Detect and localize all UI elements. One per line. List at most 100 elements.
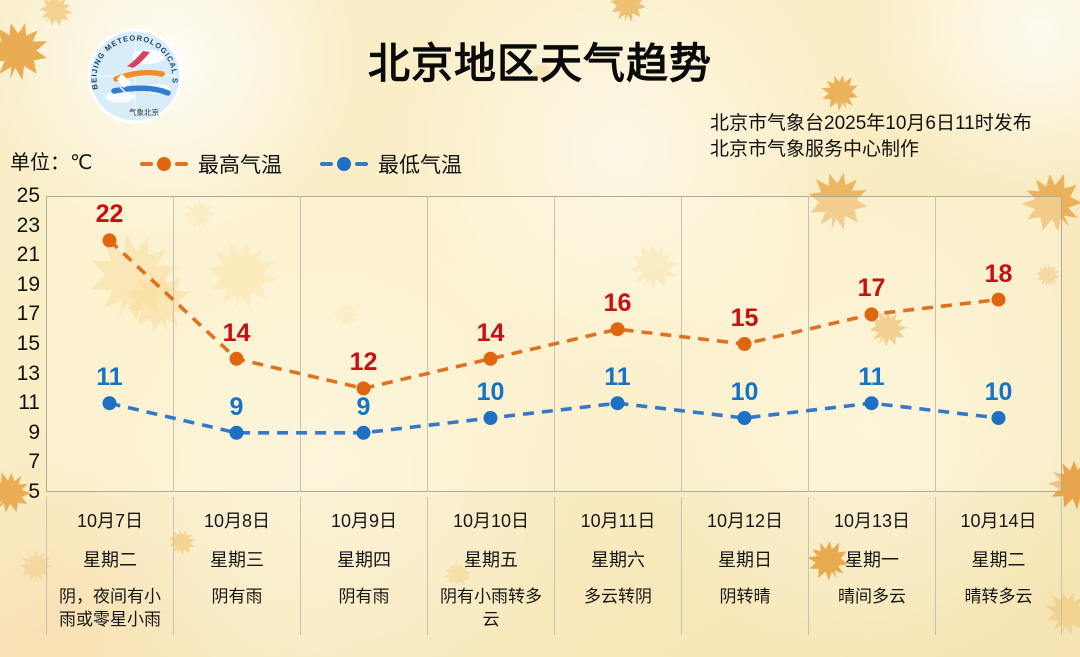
legend-item-low: 最低气温: [320, 149, 462, 179]
weekday-label: 星期六: [591, 550, 645, 570]
weather-label: 阴，夜间有小雨或零星小雨: [59, 587, 161, 629]
low-temp-marker: [229, 425, 244, 440]
high-temp-line: [108, 239, 999, 391]
y-tick-7: 7: [28, 450, 40, 474]
issue-info: 北京市气象台2025年10月6日11时发布 北京市气象服务中心制作: [710, 111, 1032, 163]
logo-blue-swoosh: [111, 85, 171, 96]
date-label: 10月9日: [330, 511, 398, 531]
weekday-label: 星期四: [337, 550, 391, 570]
low-temp-value: 9: [229, 392, 244, 421]
high-temp-value: 17: [857, 274, 886, 303]
unit-label: 单位：℃: [10, 152, 93, 174]
weekday-label: 星期五: [464, 550, 518, 570]
day-column-5: 10月11日 星期六多云转阴: [554, 497, 681, 635]
high-temp-value: 14: [222, 318, 251, 347]
low-temp-value: 11: [96, 363, 123, 392]
day-column-7: 10月13日 星期一晴间多云: [808, 497, 935, 635]
weather-label: 晴转多云: [964, 587, 1033, 606]
weekday-label: 星期日: [718, 550, 772, 570]
weather-label: 阴有雨: [338, 587, 390, 606]
date-label: 10月11日: [580, 511, 656, 531]
day-column-6: 10月12日 星期日阴转晴: [681, 497, 808, 635]
vertical-gridline: [681, 196, 682, 492]
vertical-gridline: [427, 196, 428, 492]
high-temp-marker: [483, 351, 498, 366]
logo-shuttlecock: [117, 73, 132, 94]
weather-label: 多云转阴: [584, 587, 652, 606]
vertical-gridline: [173, 196, 174, 492]
page-title: 北京地区天气趋势: [367, 40, 712, 87]
high-temp-marker: [356, 381, 371, 396]
high-temp-value: 16: [603, 289, 632, 318]
low-temp-value: 10: [984, 378, 1013, 406]
day-column-8: 10月14日 星期二 晴转多云: [935, 497, 1062, 635]
weather-label: 晴间多云: [838, 587, 906, 606]
weather-label: 阴有雨: [211, 587, 263, 606]
day-column-3: 10月9日星期四阴有雨: [300, 497, 427, 635]
vertical-gridline: [300, 196, 301, 492]
weekday-label: 星期二: [83, 550, 137, 570]
y-tick-13: 13: [16, 361, 40, 385]
high-temp-value: 12: [349, 348, 378, 377]
legend-label-low: 最低气温: [378, 154, 462, 177]
weekday-label: 星期一: [845, 550, 899, 570]
low-temp-marker: [737, 411, 752, 425]
meteorological-service-logo: BEIJING METEOROLOGICAL SERVICE 气象北京: [86, 27, 183, 124]
high-temp-marker: [102, 233, 117, 248]
y-tick-15: 15: [16, 332, 40, 355]
high-temp-value: 18: [984, 259, 1013, 288]
weather-label: 阴转晴: [719, 587, 771, 606]
y-tick-11: 11: [18, 391, 40, 415]
logo-bottom-text: 气象北京: [129, 107, 159, 117]
low-temp-marker: [991, 411, 1006, 425]
date-label: 10月12日: [706, 511, 784, 531]
day-column-1: 10月7日星期二阴，夜间有小雨或零星小雨: [46, 497, 173, 635]
high-temp-marker: [737, 337, 752, 351]
date-label: 10月8日: [203, 511, 271, 531]
y-tick-21: 21: [16, 243, 40, 267]
low-temp-marker: [610, 396, 625, 411]
date-label: 10月13日: [833, 511, 911, 531]
y-tick-5: 5: [28, 480, 40, 503]
logo-red-swoosh: [127, 51, 150, 68]
y-tick-23: 23: [16, 213, 40, 237]
weekday-label: 星期三: [210, 550, 264, 570]
issue-line-1: 北京市气象台2025年10月6日11时发布: [710, 113, 1032, 134]
issue-line-2: 北京市气象服务中心制作: [710, 139, 920, 161]
high-temp-value: 14: [476, 318, 505, 347]
legend-label-high: 最高气温: [198, 154, 282, 177]
high-temp-value: 15: [730, 304, 759, 332]
y-tick-17: 17: [16, 302, 40, 326]
high-temp-value: 22: [95, 200, 124, 229]
low-temp-line: [109, 401, 999, 435]
low-temp-marker: [356, 425, 371, 440]
y-tick-25: 25: [16, 184, 40, 207]
date-label: 10月14日: [960, 511, 1037, 531]
legend-item-high: 最高气温: [140, 149, 282, 179]
chart-legend: 最高气温 最低气温: [140, 149, 462, 179]
low-temp-marker: [864, 396, 879, 411]
high-temp-marker: [864, 307, 879, 322]
temperature-series-plot: [102, 233, 1006, 440]
low-temp-value: 11: [858, 363, 885, 392]
weather-label: 阴有小雨转多云: [440, 587, 542, 629]
y-tick-9: 9: [28, 420, 40, 444]
high-temp-line-swatch: [140, 157, 188, 171]
low-temp-value: 9: [356, 392, 371, 421]
low-temp-value: 10: [730, 378, 759, 406]
low-temp-marker: [102, 396, 117, 411]
low-temp-value: 11: [604, 363, 631, 392]
vertical-gridline: [935, 196, 936, 492]
low-temp-value: 10: [476, 378, 505, 406]
low-temp-line-swatch: [320, 157, 368, 171]
high-temp-marker: [229, 351, 244, 366]
high-temp-marker: [610, 322, 625, 337]
date-label: 10月7日: [76, 511, 144, 531]
y-tick-19: 19: [16, 272, 40, 296]
high-temp-marker: [991, 292, 1006, 307]
day-column-4: 10月10日 星期五阴有小雨转多云: [427, 497, 554, 635]
low-temp-marker: [483, 411, 498, 425]
day-column-2: 10月8日星期三阴有雨: [173, 497, 300, 635]
date-label: 10月10日: [452, 511, 530, 531]
